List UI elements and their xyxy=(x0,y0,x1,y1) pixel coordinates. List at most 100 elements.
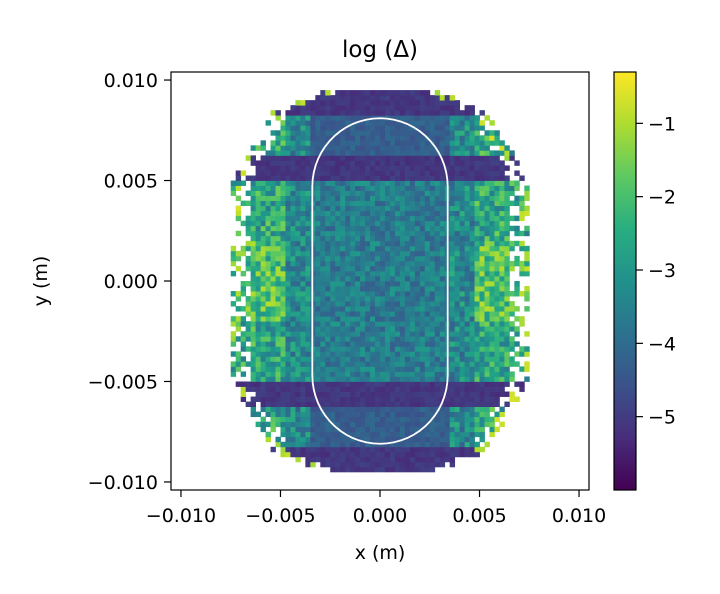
heatmap-cell xyxy=(414,466,421,473)
heatmap-cell xyxy=(469,135,475,141)
heatmap-cell xyxy=(409,225,416,232)
heatmap-cell xyxy=(305,436,311,443)
heatmap-cell xyxy=(504,381,510,387)
heatmap-cell xyxy=(355,341,361,347)
heatmap-cell xyxy=(389,291,396,297)
heatmap-cell xyxy=(499,220,505,227)
heatmap-cell xyxy=(330,341,336,347)
heatmap-cell xyxy=(389,225,396,232)
heatmap-cell xyxy=(479,245,485,252)
heatmap-cell xyxy=(439,446,446,453)
heatmap-cell xyxy=(434,306,441,312)
heatmap-cell xyxy=(265,281,271,287)
heatmap-cell xyxy=(404,250,411,257)
heatmap-cell xyxy=(330,210,336,217)
heatmap-cell xyxy=(285,165,291,171)
heatmap-cell xyxy=(355,180,361,186)
heatmap-cell xyxy=(255,411,261,418)
heatmap-cell xyxy=(340,326,346,332)
heatmap-cell xyxy=(230,255,237,262)
heatmap-cell xyxy=(295,336,301,342)
heatmap-cell xyxy=(375,426,381,433)
heatmap-cell xyxy=(449,95,456,101)
heatmap-cell xyxy=(320,180,326,186)
heatmap-cell xyxy=(290,356,296,362)
heatmap-cell xyxy=(360,381,366,387)
heatmap-cell xyxy=(494,386,500,392)
heatmap-cell xyxy=(370,366,376,372)
heatmap-cell xyxy=(290,441,296,448)
heatmap-cell xyxy=(250,366,256,372)
heatmap-cell xyxy=(399,145,406,151)
heatmap-cell xyxy=(315,235,321,242)
heatmap-cell xyxy=(454,145,461,151)
heatmap-cell xyxy=(419,446,426,453)
heatmap-cell xyxy=(310,436,316,443)
heatmap-cell xyxy=(439,336,446,342)
heatmap-cell xyxy=(310,130,316,136)
heatmap-cell xyxy=(419,286,426,292)
heatmap-cell xyxy=(494,140,500,146)
heatmap-cell xyxy=(280,160,286,166)
heatmap-cell xyxy=(464,195,470,202)
heatmap-cell xyxy=(300,150,306,156)
heatmap-cell xyxy=(479,255,485,262)
heatmap-cell xyxy=(459,150,465,156)
heatmap-cell xyxy=(414,130,421,136)
heatmap-cell xyxy=(414,245,421,252)
heatmap-cell xyxy=(255,230,261,237)
heatmap-cell xyxy=(380,275,386,282)
heatmap-cell xyxy=(494,416,500,423)
heatmap-cell xyxy=(295,281,301,287)
heatmap-cell xyxy=(325,105,331,111)
heatmap-cell xyxy=(310,140,316,146)
heatmap-cell xyxy=(380,321,386,327)
heatmap-cell xyxy=(285,416,291,423)
heatmap-cell xyxy=(469,351,475,357)
heatmap-cell xyxy=(380,230,386,237)
heatmap-cell xyxy=(335,175,341,181)
heatmap-cell xyxy=(325,376,331,382)
heatmap-cell xyxy=(469,321,475,327)
heatmap-cell xyxy=(394,225,401,232)
heatmap-cell xyxy=(335,230,341,237)
heatmap-cell xyxy=(484,250,490,257)
heatmap-cell xyxy=(419,331,426,337)
heatmap-cell xyxy=(280,441,286,448)
heatmap-cell xyxy=(275,311,281,317)
heatmap-cell xyxy=(285,311,291,317)
heatmap-cell xyxy=(459,331,465,337)
heatmap-cell xyxy=(290,451,296,458)
heatmap-cell xyxy=(375,140,381,146)
heatmap-cell xyxy=(434,165,441,171)
heatmap-cell xyxy=(260,351,266,357)
heatmap-cell xyxy=(484,351,490,357)
heatmap-cell xyxy=(345,90,351,96)
heatmap-cell xyxy=(375,346,381,352)
heatmap-cell xyxy=(300,351,306,357)
heatmap-cell xyxy=(375,230,381,237)
heatmap-cell xyxy=(290,366,296,372)
heatmap-cell xyxy=(434,401,441,407)
heatmap-cell xyxy=(399,275,406,282)
heatmap-cell xyxy=(389,105,396,111)
heatmap-cell xyxy=(265,155,271,161)
heatmap-cell xyxy=(509,306,515,312)
heatmap-cell xyxy=(275,326,281,332)
heatmap-cell xyxy=(459,110,465,116)
heatmap-cell xyxy=(305,281,311,287)
heatmap-cell xyxy=(380,371,386,377)
heatmap-cell xyxy=(414,396,421,402)
heatmap-cell xyxy=(335,351,341,357)
heatmap-cell xyxy=(484,265,490,272)
heatmap-cell xyxy=(419,316,426,322)
heatmap-cell xyxy=(325,401,331,407)
heatmap-cell xyxy=(489,220,495,227)
heatmap-cell xyxy=(464,140,470,146)
heatmap-cell xyxy=(414,140,421,146)
heatmap-cell xyxy=(449,351,456,357)
heatmap-cell xyxy=(285,270,291,277)
heatmap-cell xyxy=(419,140,426,146)
colorbar-axis: −5−4−3−2−1 xyxy=(636,113,676,429)
heatmap-cell xyxy=(449,130,456,136)
